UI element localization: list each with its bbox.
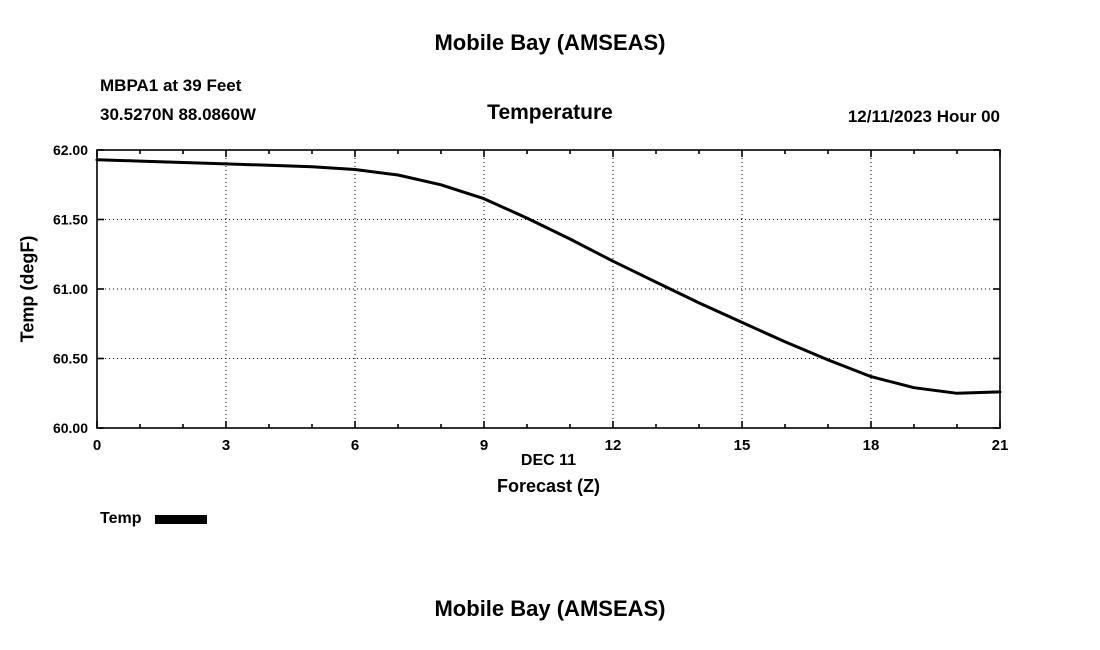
station-coordinates: 30.5270N 88.0860W (100, 105, 256, 124)
plot-subtitle: Temperature (487, 101, 613, 124)
chart-title-top: Mobile Bay (AMSEAS) (434, 30, 666, 55)
legend: Temp (100, 510, 208, 528)
legend-line-swatch (155, 514, 208, 524)
x-tick-label: 6 (351, 437, 359, 454)
x-tick-label: 18 (863, 437, 880, 454)
forecast-datetime: 12/11/2023 Hour 00 (847, 107, 1000, 126)
x-axis-date-label: DEC 11 (520, 452, 577, 469)
x-axis-label: Forecast (Z) (496, 476, 601, 496)
x-tick-label: 9 (480, 437, 488, 454)
x-tick-label: 15 (734, 437, 751, 454)
chart-title-bottom: Mobile Bay (AMSEAS) (434, 596, 666, 621)
x-tick-label: 3 (222, 437, 230, 454)
x-tick-label: 0 (93, 437, 101, 454)
y-tick-label: 61.50 (53, 212, 88, 228)
y-tick-label: 60.00 (53, 420, 88, 436)
plot-frame (96, 149, 1001, 429)
y-tick-label: 62.00 (53, 142, 88, 158)
legend-label: Temp (100, 510, 142, 527)
station-name: MBPA1 at 39 Feet (100, 76, 242, 95)
temp-series-line (95, 158, 1002, 395)
x-tick-label: 21 (992, 437, 1009, 454)
y-tick-label: 61.00 (53, 281, 88, 297)
y-tick-label: 60.50 (53, 351, 88, 367)
x-tick-label: 12 (605, 437, 622, 454)
